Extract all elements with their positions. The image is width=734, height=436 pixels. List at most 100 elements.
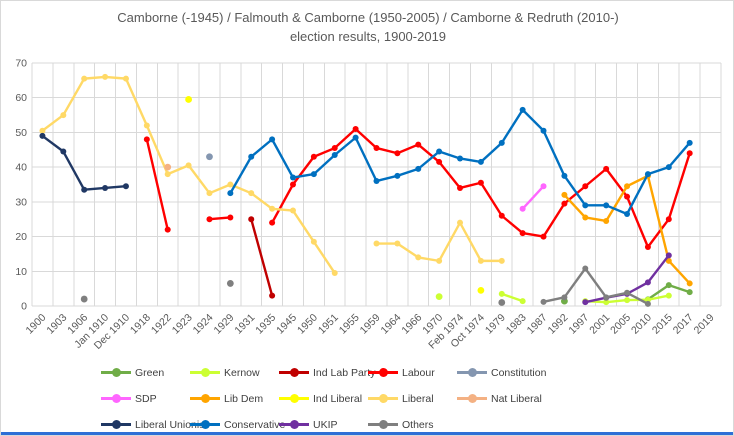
data-point (644, 243, 651, 250)
data-point (665, 257, 672, 264)
gridlines (31, 62, 722, 307)
data-point (498, 139, 505, 146)
y-tick-label: 40 (15, 162, 27, 174)
data-point (519, 230, 526, 237)
data-point (206, 216, 213, 223)
data-point (227, 214, 234, 221)
legend-label: UKIP (313, 418, 338, 431)
data-point (477, 257, 484, 264)
x-tick-label: 1983 (504, 312, 529, 337)
data-point (269, 205, 276, 212)
data-point (352, 125, 359, 132)
data-point (582, 214, 589, 221)
series-conservative (227, 106, 693, 218)
legend-label: Kernow (224, 366, 260, 379)
data-point (269, 136, 276, 143)
data-point (248, 153, 255, 160)
data-point (498, 290, 505, 297)
data-point (227, 181, 234, 188)
data-point (561, 172, 568, 179)
data-point (226, 280, 234, 287)
series-line (208, 216, 232, 221)
data-point (289, 207, 296, 214)
data-point (164, 163, 172, 171)
legend-label: Constitution (491, 366, 547, 379)
data-point (185, 96, 192, 103)
series-liberal-unionist (39, 132, 129, 193)
data-point (60, 112, 67, 119)
data-point (457, 184, 464, 191)
data-point (457, 155, 464, 162)
legend-label: Others (402, 418, 434, 431)
data-point (603, 202, 610, 209)
data-point (248, 190, 255, 197)
legend-item-sdp: SDP (101, 390, 190, 407)
series-line (521, 185, 545, 211)
data-point (582, 183, 589, 190)
data-point (582, 202, 589, 209)
x-tick-label: 1900 (24, 312, 49, 337)
data-point (436, 257, 443, 264)
data-point (269, 292, 276, 299)
series-ind-liberal (185, 96, 485, 294)
legend-item-constitution: Constitution (457, 364, 546, 381)
legend-item-labour: Labour (368, 364, 457, 381)
y-tick-label: 30 (15, 196, 27, 208)
data-point (102, 73, 109, 80)
data-point (561, 294, 568, 301)
data-point (582, 265, 589, 272)
x-tick-label: 1931 (232, 312, 257, 337)
chart-title: Camborne (-1945) / Falmouth & Camborne (… (117, 10, 619, 25)
data-point (519, 298, 526, 305)
series-line (542, 267, 650, 306)
legend-marker-icon (368, 420, 398, 429)
data-point (227, 190, 234, 197)
data-point (624, 211, 631, 218)
series-others (80, 265, 651, 307)
data-point (331, 270, 338, 277)
data-point (331, 145, 338, 152)
data-point (122, 75, 129, 82)
data-point (540, 183, 547, 190)
data-point (373, 240, 380, 247)
data-point (164, 171, 171, 178)
data-point (561, 200, 568, 207)
data-point (81, 186, 88, 193)
legend-marker-icon (279, 368, 309, 377)
y-tick-label: 70 (15, 58, 27, 70)
data-point (665, 164, 672, 171)
legend-item-conservative: Conservative (190, 416, 285, 433)
legend-marker-icon (190, 394, 220, 403)
data-point (80, 295, 88, 303)
chart-title-block: Camborne (-1945) / Falmouth & Camborne (… (1, 8, 733, 46)
data-point (665, 292, 672, 299)
series-line (41, 134, 128, 191)
legend-marker-icon (457, 368, 487, 377)
legend-label: Labour (402, 366, 435, 379)
data-point (269, 219, 276, 226)
data-point (310, 238, 317, 245)
legend-item-kernow: Kernow (190, 364, 279, 381)
data-point (665, 282, 672, 289)
data-point (477, 179, 484, 186)
series-line (250, 218, 274, 297)
series-line (145, 138, 169, 231)
legend-label: SDP (135, 392, 157, 405)
data-point (561, 191, 568, 198)
data-point (415, 254, 422, 261)
y-tick-label: 50 (15, 127, 27, 139)
series-line (500, 292, 524, 303)
legend-row: Green Kernow Ind Lab Party Labour Constituti… (101, 364, 546, 381)
data-point (540, 298, 547, 305)
x-tick-label: 2005 (608, 312, 633, 337)
legend-item-lib-dem: Lib Dem (190, 390, 279, 407)
data-point (686, 280, 693, 287)
x-tick-label: 1997 (566, 312, 591, 337)
series-sdp (519, 183, 547, 212)
legend-item-liberal: Liberal (368, 390, 457, 407)
data-point (540, 127, 547, 134)
data-point (435, 293, 443, 301)
